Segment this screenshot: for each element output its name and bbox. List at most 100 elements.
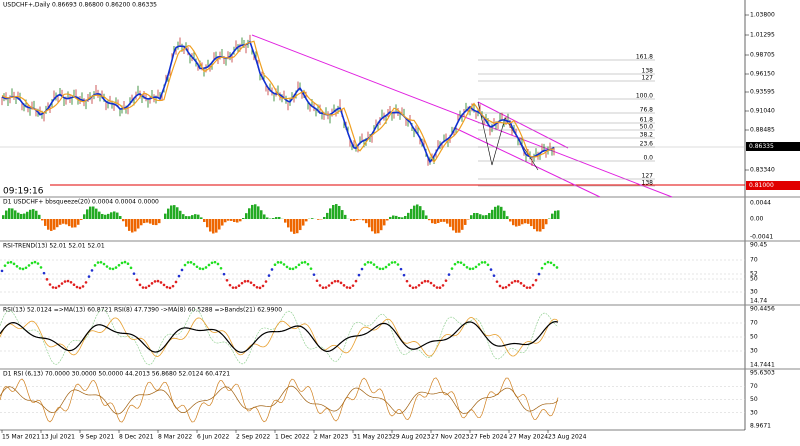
trend-dot [289,267,292,270]
trend-dot [46,278,49,281]
squeeze-bar [461,219,464,230]
trend-dot [523,284,526,287]
trend-dot [277,261,280,264]
panel-axis-label: 90.4456 [750,306,775,313]
trend-dot [169,287,172,290]
squeeze-bar [23,214,26,219]
squeeze-bar [458,219,461,233]
squeeze-bar [410,209,413,219]
squeeze-bar [146,219,149,223]
trend-dot [268,274,271,277]
squeeze-bar [539,219,542,232]
trend-dot [274,263,277,266]
price-label: 0.88485 [750,127,775,134]
trend-dot [130,267,133,270]
squeeze-bar [167,209,170,219]
date-label: 2 Mar 2023 [314,434,348,441]
squeeze-bar [107,214,110,219]
squeeze-bar [233,219,236,222]
trend-dot [193,263,196,266]
trend-dot [184,264,187,267]
squeeze-bar [176,207,179,219]
squeeze-bar [239,219,242,221]
trend-dot [235,286,238,289]
date-label: 9 Sep 2021 [80,434,114,441]
trend-dot [73,283,76,286]
trend-dot [400,268,403,271]
squeeze-bar [344,215,347,219]
squeeze-bar [191,215,194,219]
squeeze-bar [227,219,230,221]
squeeze-bar [8,208,11,219]
trend-dot [430,282,433,285]
squeeze-bar [452,219,455,230]
squeeze-bar [209,219,212,232]
squeeze-bar [38,215,41,219]
trend-dot [310,267,313,270]
trend-dot [388,263,391,266]
fib-label: 138 [642,68,654,75]
trend-dot [502,287,505,290]
trend-dot [112,268,115,271]
panel-axis-label: 70 [750,383,758,390]
squeeze-bar [128,219,131,231]
date-label: 8 Dec 2021 [119,434,154,441]
squeeze-bar [365,219,368,223]
squeeze-bar [71,219,74,228]
trend-dot [247,280,250,283]
trend-dot [40,266,43,269]
squeeze-bar [32,209,35,219]
squeeze-bar [299,219,302,230]
squeeze-bar [263,214,266,219]
squeeze-bar [341,210,344,219]
squeeze-bar [311,218,314,219]
panel-axis-label: 70 [750,320,758,327]
squeeze-bar [215,219,218,233]
trend-dot [190,261,193,264]
trend-dot [106,265,109,268]
squeeze-bar [74,219,77,227]
trend-dot [187,261,190,264]
squeeze-bar [536,219,539,231]
squeeze-bar [89,207,92,219]
squeeze-bar [524,219,527,223]
trend-dot [385,266,388,269]
trend-dot [379,267,382,270]
current-price: 0.86335 [749,143,774,150]
squeeze-bar [212,219,215,233]
squeeze-bar [296,219,299,233]
trend-dot [460,261,463,264]
squeeze-bar [506,216,509,219]
trend-dot [229,284,232,287]
trend-dot [328,284,331,287]
squeeze-bar [251,205,254,219]
trend-dot [256,286,259,289]
squeeze-bar [509,219,512,221]
trend-dot [16,265,19,268]
squeeze-bar [158,219,161,223]
squeeze-bar [104,215,107,219]
trend-dot [442,284,445,287]
trend-dot [121,262,124,265]
squeeze-bar [134,219,137,231]
trend-dot [553,264,556,267]
trend-dot [178,275,181,278]
squeeze-bar [224,219,227,222]
squeeze-bar [500,207,503,219]
squeeze-bar [389,217,392,219]
squeeze-bar [125,219,128,227]
trend-dot [82,285,85,288]
trend-dot [124,261,127,264]
trend-dot [217,263,220,266]
trend-dot [52,286,55,289]
squeeze-bar [41,219,44,220]
trend-dot [538,273,541,276]
squeeze-bar [50,219,53,231]
squeeze-bar [440,219,443,222]
date-label: 2 Sep 2022 [236,434,270,441]
trend-dot [1,270,4,273]
trend-dot [61,282,64,285]
trend-dot [211,261,214,264]
price-label: 1.01295 [750,32,775,39]
trend-dot [163,284,166,287]
